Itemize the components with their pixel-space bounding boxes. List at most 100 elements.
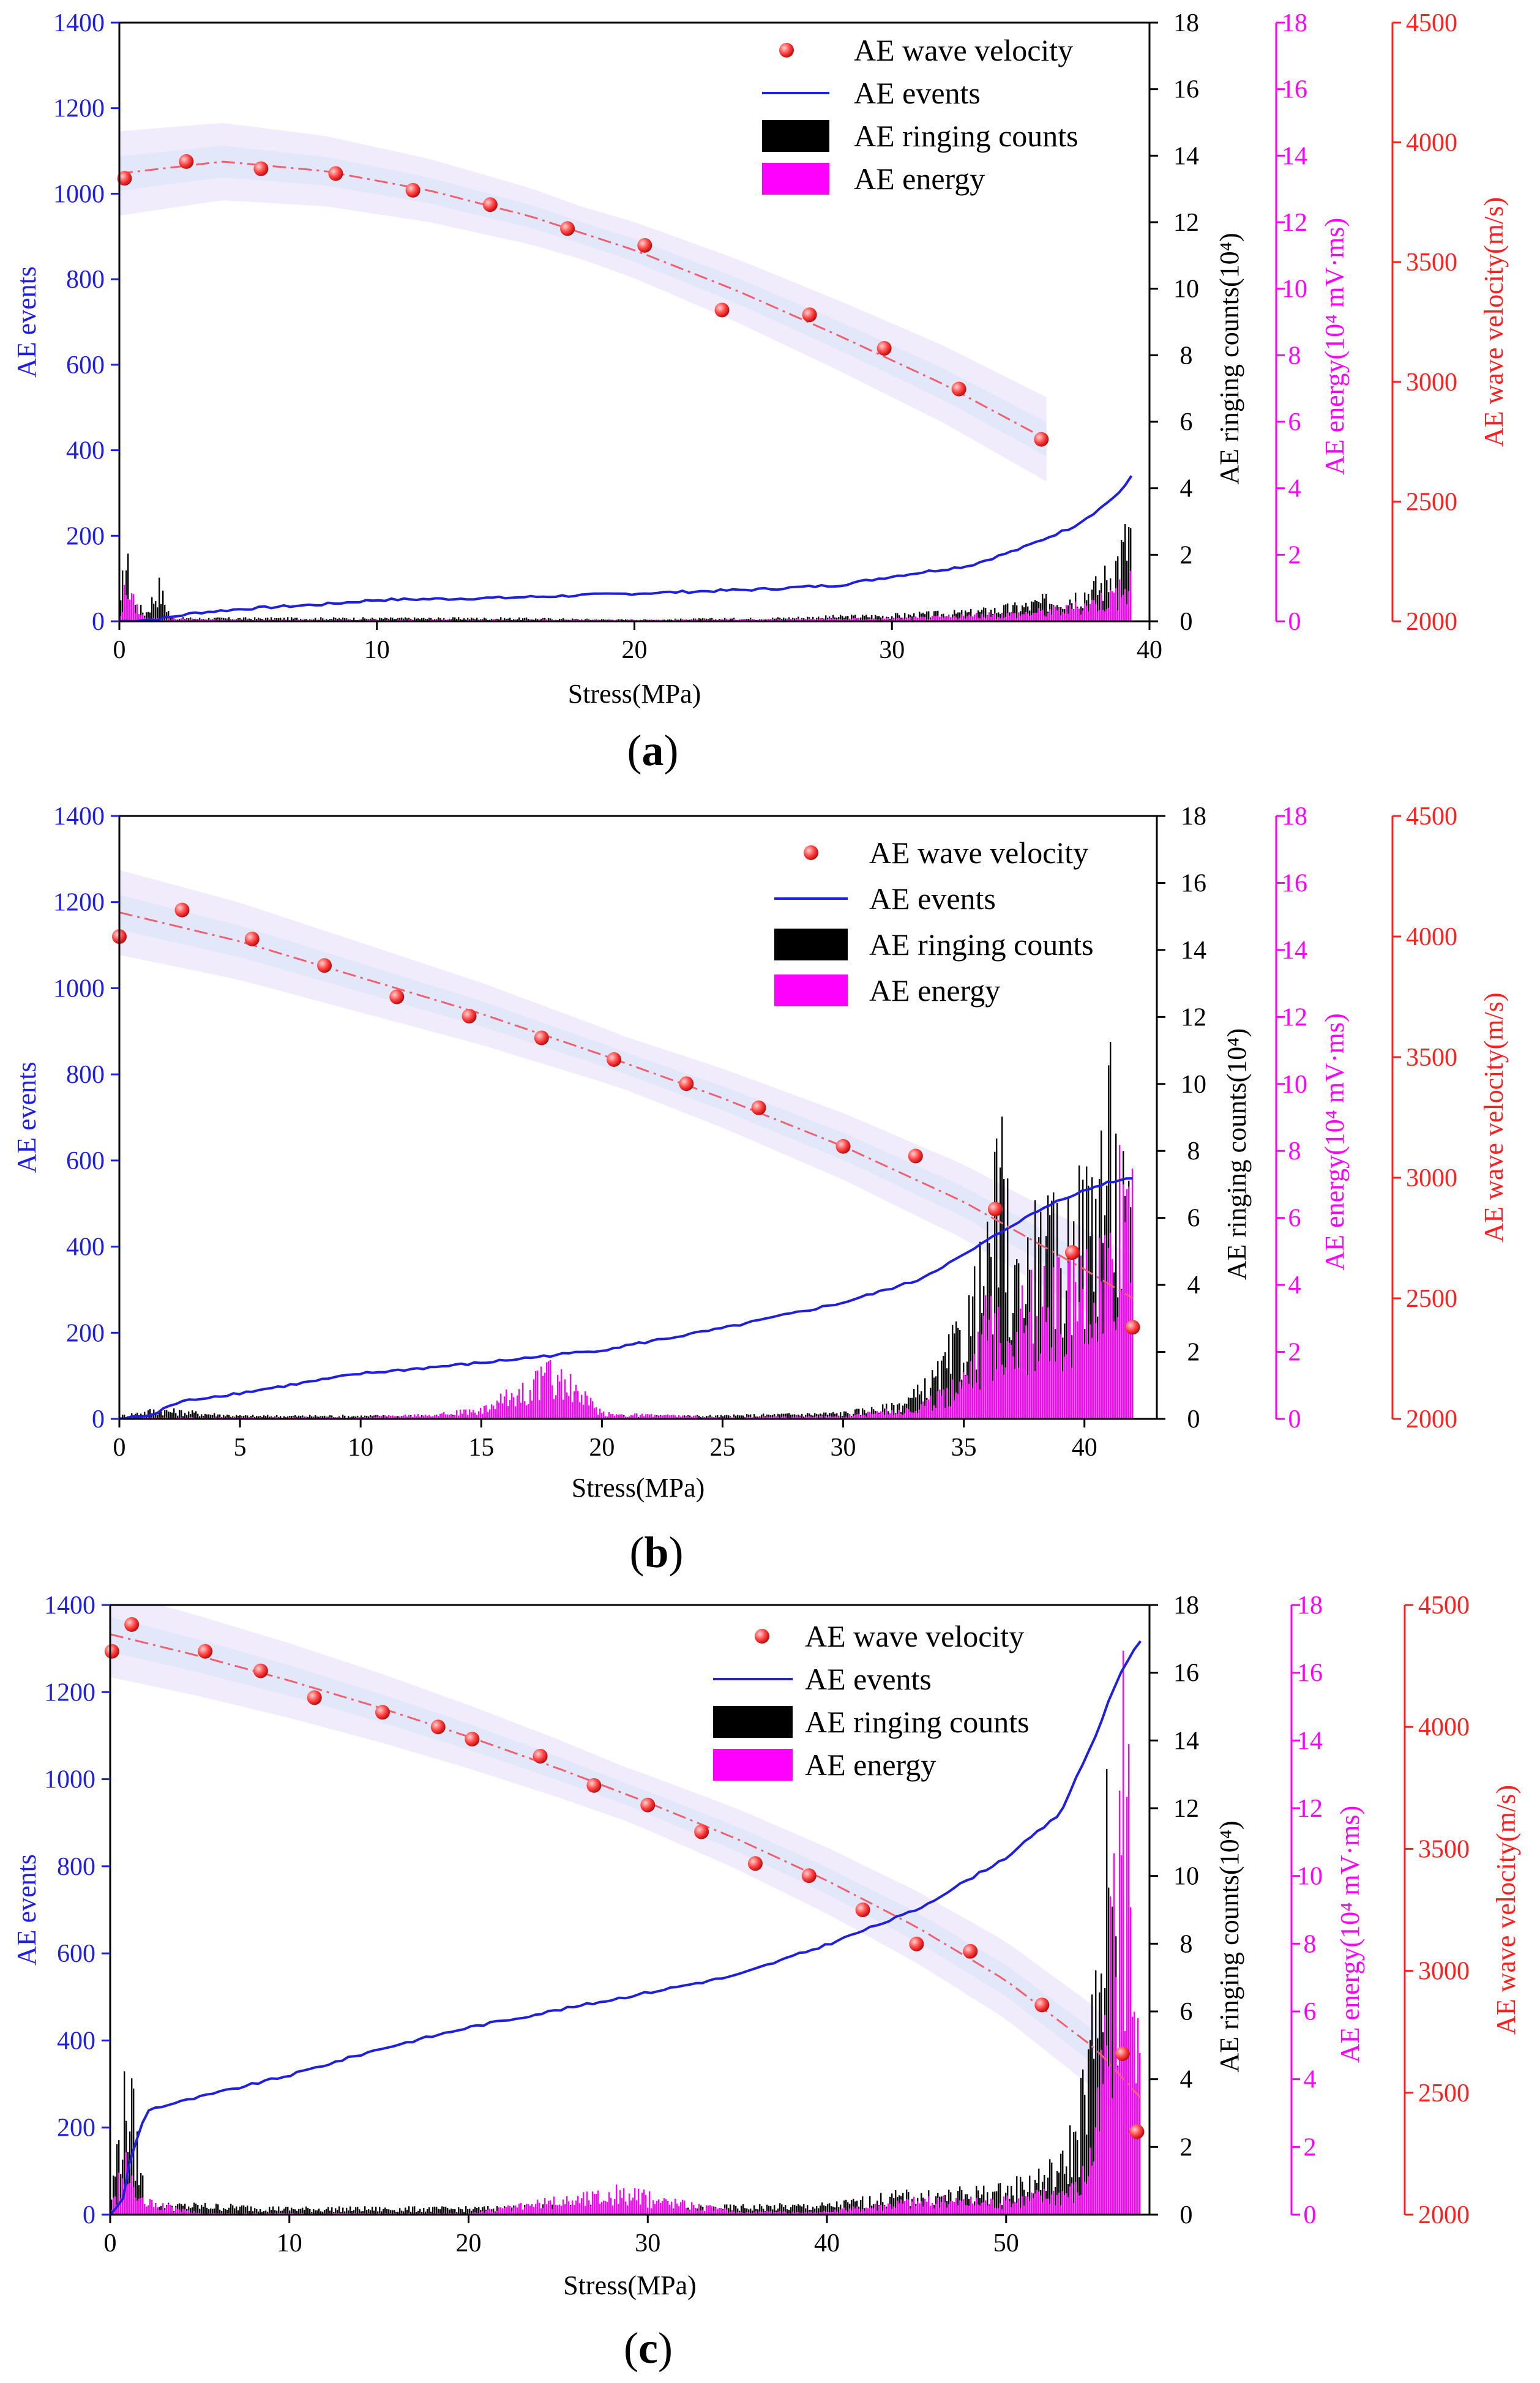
energy-bar (917, 2201, 919, 2215)
energy-bar (805, 619, 807, 621)
ringing-bar (359, 2209, 361, 2215)
energy-bar (921, 2201, 922, 2215)
ringing-bar (342, 1415, 344, 1419)
energy-bar (623, 1416, 625, 1419)
energy-bar (983, 1315, 985, 1419)
energy-bar (1099, 1237, 1101, 1419)
y-ringing-tick-label: 8 (1180, 1930, 1193, 1958)
ringing-bar (932, 1370, 933, 1419)
y-left-tick-label: 200 (66, 1319, 105, 1347)
energy-bar (586, 1395, 588, 1419)
ringing-bar (827, 1415, 829, 1419)
energy-bar (919, 1409, 921, 1419)
energy-bar (632, 619, 634, 621)
energy-bar (518, 1389, 520, 1419)
energy-bar (858, 1413, 860, 1419)
energy-bar (586, 2191, 588, 2215)
energy-bar (1018, 2198, 1020, 2215)
ringing-bar (237, 618, 239, 621)
y-velocity-tick-label: 2500 (1418, 2079, 1470, 2108)
ringing-bar (368, 1416, 370, 1419)
energy-bar (113, 2198, 114, 2215)
ringing-bar (170, 1412, 171, 1419)
energy-bar (772, 619, 774, 621)
energy-bar (913, 1412, 915, 1419)
ringing-bar (452, 2209, 454, 2215)
energy-bar (507, 2205, 509, 2215)
energy-bar (1066, 1354, 1067, 1419)
energy-bar (179, 2209, 181, 2215)
energy-bar (1086, 605, 1088, 621)
energy-bar (955, 2198, 957, 2215)
ringing-bar (1045, 593, 1047, 621)
energy-bar (968, 2205, 970, 2215)
energy-bar (1044, 1265, 1045, 1419)
ringing-bar (864, 1410, 865, 1419)
ringing-bar (260, 618, 261, 621)
energy-bar (899, 2203, 900, 2215)
energy-bar (798, 2212, 799, 2215)
velocity-point (430, 1719, 446, 1735)
energy-bar (612, 1413, 614, 1419)
energy-bar (777, 1416, 779, 1419)
y-left-tick-label: 1200 (53, 95, 105, 123)
ringing-bar (254, 2208, 256, 2215)
energy-bar (719, 2208, 720, 2215)
ringing-bar (998, 2183, 1000, 2215)
ringing-bar (406, 2209, 408, 2215)
ringing-bar (245, 2207, 247, 2215)
ringing-bar (462, 2209, 463, 2215)
x-tick-label: 40 (1072, 1434, 1097, 1462)
energy-bar (550, 1360, 551, 1419)
ringing-bar (915, 1397, 917, 1419)
energy-bar (601, 2202, 603, 2215)
ringing-bar (425, 2211, 427, 2215)
energy-bar (843, 2207, 845, 2215)
energy-bar (968, 1383, 970, 1419)
ringing-bar (372, 2207, 373, 2215)
energy-bar (974, 2205, 976, 2215)
energy-bar (1016, 2203, 1018, 2215)
energy-bar (1130, 1907, 1132, 2215)
ringing-bar (159, 577, 160, 621)
ringing-bar (208, 2209, 210, 2215)
velocity-point (908, 1148, 923, 1164)
energy-bar (520, 2202, 522, 2215)
velocity-point (482, 197, 498, 212)
energy-bar (1082, 610, 1084, 621)
energy-bar (438, 1416, 439, 1419)
ringing-bar (1000, 2183, 1001, 2215)
energy-bar (647, 1414, 649, 1419)
energy-bar (944, 1407, 946, 1419)
energy-bar (491, 1404, 493, 1419)
ringing-bar (195, 1411, 197, 1419)
ringing-bar (1069, 2125, 1071, 2215)
ringing-bar (269, 2207, 271, 2215)
energy-bar (796, 2212, 798, 2215)
y-energy-tick-label: 4 (1288, 475, 1301, 503)
ringing-bar (146, 612, 148, 621)
energy-bar (1075, 1282, 1077, 1419)
energy-bar (972, 616, 974, 621)
ringing-bar (528, 619, 529, 621)
y-velocity-tick-label: 4000 (1406, 923, 1457, 951)
ringing-bar (831, 2206, 832, 2215)
energy-bar (994, 1313, 996, 1419)
ringing-bar (282, 2210, 283, 2215)
energy-bar (651, 619, 652, 621)
ringing-bar (992, 1334, 994, 1419)
energy-bar (612, 2205, 614, 2215)
energy-bar (370, 1416, 372, 1419)
energy-bar (502, 1403, 504, 1419)
ringing-bar (364, 618, 366, 621)
energy-bar (785, 1416, 787, 1419)
energy-bar (671, 1415, 673, 1419)
energy-bar (1075, 2182, 1077, 2215)
ringing-bar (709, 618, 711, 621)
ringing-bar (212, 1415, 214, 1419)
ringing-bar (340, 619, 342, 621)
energy-bar (873, 618, 875, 621)
energy-bar (474, 2212, 476, 2215)
ringing-bar (851, 615, 853, 621)
energy-bar (858, 2209, 860, 2215)
